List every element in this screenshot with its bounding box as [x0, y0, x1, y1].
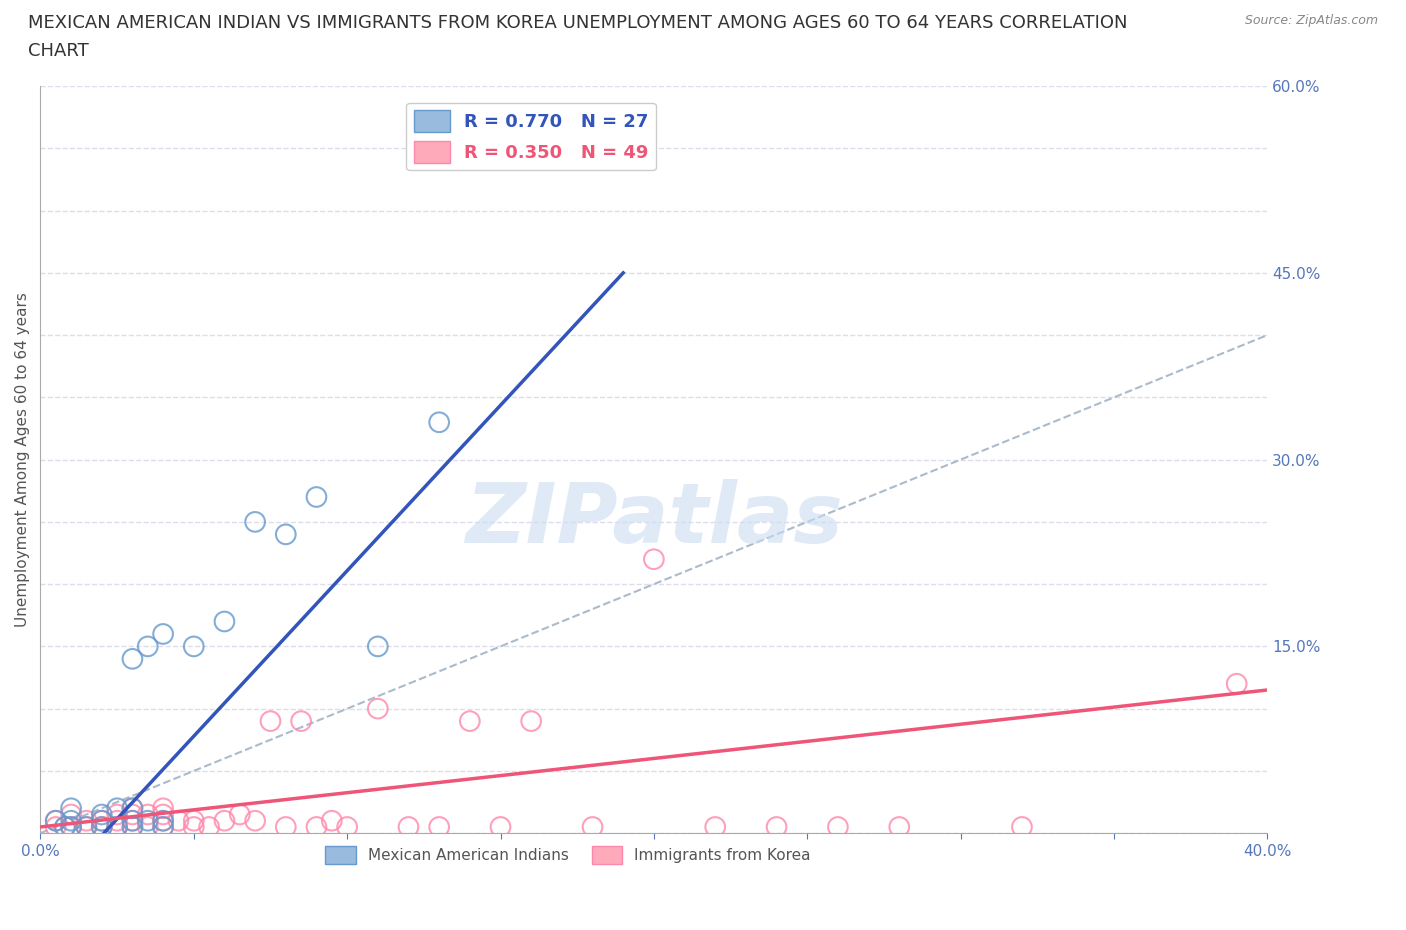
Point: [105, 819, 128, 834]
Point: [152, 819, 174, 834]
Text: ZIPatlas: ZIPatlas: [465, 479, 842, 560]
Point: [121, 819, 143, 834]
Point: [427, 819, 450, 834]
Point: [105, 801, 128, 816]
Point: [643, 551, 665, 566]
Point: [183, 813, 205, 828]
Point: [60, 819, 83, 834]
Point: [105, 807, 128, 822]
Point: [274, 819, 297, 834]
Point: [136, 819, 159, 834]
Point: [889, 819, 911, 834]
Point: [136, 807, 159, 822]
Point: [75, 819, 97, 834]
Point: [90, 813, 112, 828]
Point: [105, 813, 128, 828]
Point: [489, 819, 512, 834]
Point: [305, 819, 328, 834]
Point: [367, 639, 389, 654]
Point: [398, 819, 420, 834]
Point: [75, 819, 97, 834]
Point: [427, 415, 450, 430]
Point: [121, 801, 143, 816]
Point: [90, 819, 112, 834]
Point: [274, 527, 297, 542]
Point: [765, 819, 787, 834]
Point: [152, 801, 174, 816]
Point: [183, 819, 205, 834]
Point: [229, 807, 252, 822]
Point: [152, 813, 174, 828]
Point: [60, 807, 83, 822]
Point: [121, 807, 143, 822]
Point: [336, 819, 359, 834]
Point: [458, 713, 481, 728]
Point: [243, 514, 266, 529]
Point: [90, 807, 112, 822]
Point: [214, 614, 236, 629]
Point: [198, 819, 221, 834]
Point: [75, 813, 97, 828]
Point: [321, 813, 343, 828]
Point: [121, 801, 143, 816]
Point: [60, 819, 83, 834]
Point: [53, 819, 76, 834]
Y-axis label: Unemployment Among Ages 60 to 64 years: Unemployment Among Ages 60 to 64 years: [15, 292, 30, 627]
Point: [121, 819, 143, 834]
Text: Source: ZipAtlas.com: Source: ZipAtlas.com: [1244, 14, 1378, 27]
Point: [90, 819, 112, 834]
Point: [90, 813, 112, 828]
Point: [827, 819, 849, 834]
Point: [45, 813, 67, 828]
Point: [259, 713, 281, 728]
Point: [290, 713, 312, 728]
Point: [243, 813, 266, 828]
Point: [121, 813, 143, 828]
Point: [121, 651, 143, 666]
Point: [1011, 819, 1033, 834]
Point: [152, 807, 174, 822]
Point: [367, 701, 389, 716]
Text: MEXICAN AMERICAN INDIAN VS IMMIGRANTS FROM KOREA UNEMPLOYMENT AMONG AGES 60 TO 6: MEXICAN AMERICAN INDIAN VS IMMIGRANTS FR…: [28, 14, 1128, 32]
Point: [105, 819, 128, 834]
Text: CHART: CHART: [28, 42, 89, 60]
Point: [53, 819, 76, 834]
Point: [152, 819, 174, 834]
Point: [704, 819, 727, 834]
Point: [183, 639, 205, 654]
Point: [136, 639, 159, 654]
Point: [581, 819, 603, 834]
Legend: Mexican American Indians, Immigrants from Korea: Mexican American Indians, Immigrants fro…: [319, 840, 817, 870]
Point: [60, 813, 83, 828]
Point: [520, 713, 543, 728]
Point: [167, 813, 190, 828]
Point: [1226, 676, 1249, 691]
Point: [305, 489, 328, 504]
Point: [136, 813, 159, 828]
Point: [45, 819, 67, 834]
Point: [152, 813, 174, 828]
Point: [60, 801, 83, 816]
Point: [121, 813, 143, 828]
Point: [214, 813, 236, 828]
Point: [152, 627, 174, 642]
Point: [45, 813, 67, 828]
